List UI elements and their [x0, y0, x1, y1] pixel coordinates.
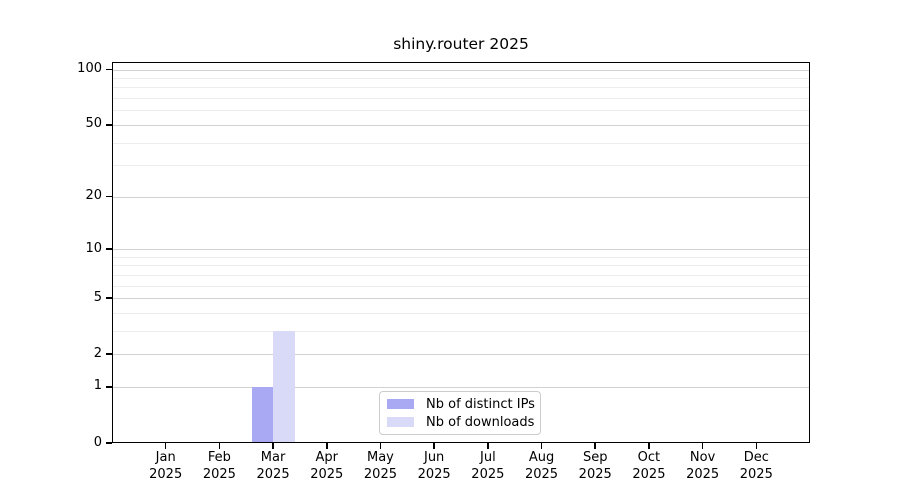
gridline-minor: [112, 110, 810, 112]
plot-area: [112, 62, 810, 443]
x-tick: [326, 443, 328, 449]
y-tick-label: 5: [93, 289, 102, 305]
gridline-major: [112, 354, 810, 356]
y-tick-label: 50: [85, 116, 102, 132]
y-tick: [106, 297, 112, 299]
x-tick-label: Dec 2025: [716, 449, 796, 483]
x-tick: [164, 443, 167, 449]
x-tick: [701, 443, 704, 449]
x-tick-label: Jul 2025: [448, 449, 528, 483]
x-tick-label-month: Feb: [207, 450, 231, 465]
x-tick-label-year: 2025: [417, 467, 451, 482]
y-tick-label: 0: [93, 434, 102, 450]
gridline-minor: [112, 87, 810, 89]
x-tick: [540, 443, 543, 449]
x-tick-label-year: 2025: [739, 467, 773, 482]
x-tick-label: Aug 2025: [502, 449, 582, 483]
x-tick-label-month: Nov: [689, 450, 716, 465]
x-tick-label: Jan 2025: [126, 449, 206, 483]
x-tick-label-year: 2025: [471, 467, 505, 482]
y-tick-label: 1: [93, 378, 102, 394]
x-tick: [594, 443, 596, 449]
gridline-minor: [112, 265, 810, 267]
gridline-minor: [112, 330, 810, 332]
x-tick: [648, 443, 650, 449]
x-tick: [379, 443, 382, 449]
x-tick-label-month: Aug: [528, 450, 555, 465]
legend-item-distinct-ips: Nb of distinct IPs: [387, 397, 540, 412]
x-tick-label-month: May: [367, 450, 394, 465]
x-tick-label-year: 2025: [363, 467, 397, 482]
gridline-major: [112, 69, 810, 71]
gridline-major: [112, 124, 810, 126]
x-tick-label-year: 2025: [632, 467, 666, 482]
x-tick-label-month: Jun: [423, 450, 445, 465]
gridline-major: [112, 249, 810, 250]
x-tick-label-year: 2025: [202, 467, 236, 482]
legend-label-downloads: Nb of downloads: [426, 414, 535, 430]
bar-distinct-ips: [251, 386, 274, 443]
x-tick-label-year: 2025: [256, 467, 290, 482]
x-tick-label: Apr 2025: [287, 449, 367, 483]
x-tick-label: May 2025: [340, 449, 420, 483]
gridline-minor: [112, 142, 810, 144]
y-tick: [106, 248, 112, 250]
x-tick-label-month: Oct: [637, 450, 661, 465]
gridline-minor: [112, 256, 810, 258]
chart-title: shiny.router 2025: [393, 35, 529, 53]
x-tick-label-month: Jan: [155, 450, 176, 465]
y-tick: [106, 353, 112, 355]
y-tick: [106, 68, 112, 71]
x-tick: [218, 443, 221, 449]
x-tick-label: Nov 2025: [663, 449, 743, 483]
y-tick: [106, 124, 112, 126]
gridline-major: [112, 386, 810, 388]
gridline-major: [112, 196, 810, 198]
x-tick-label-month: Sep: [582, 450, 608, 465]
gridline-minor: [112, 285, 810, 287]
x-tick-label-month: Apr: [315, 450, 339, 465]
x-tick-label: Oct 2025: [609, 449, 689, 483]
gridline-minor: [112, 312, 810, 314]
x-tick-label-year: 2025: [149, 467, 183, 482]
gridline-minor: [112, 78, 810, 80]
x-tick-label-year: 2025: [686, 467, 720, 482]
y-tick-label: 100: [77, 61, 102, 77]
gridline-minor: [112, 165, 810, 167]
x-tick-label-month: Dec: [743, 450, 769, 465]
bar-downloads: [273, 330, 295, 443]
legend: Nb of distinct IPs Nb of downloads: [379, 391, 541, 435]
x-tick-label-year: 2025: [310, 467, 344, 482]
x-tick-label-year: 2025: [578, 467, 612, 482]
y-tick: [106, 195, 112, 198]
legend-item-downloads: Nb of downloads: [387, 415, 540, 430]
legend-swatch-downloads: [387, 417, 414, 427]
x-tick: [433, 443, 435, 449]
gridline-minor: [112, 274, 810, 276]
x-tick-label-month: Jul: [480, 450, 496, 465]
x-tick: [755, 443, 758, 449]
y-tick-label: 2: [93, 345, 102, 361]
x-tick-label-month: Mar: [260, 450, 286, 465]
x-tick-label: Jun 2025: [394, 449, 474, 483]
x-tick: [272, 443, 274, 449]
x-tick: [487, 443, 489, 449]
gridline-major: [112, 298, 810, 300]
x-tick-label-year: 2025: [524, 467, 559, 482]
x-tick-label: Sep 2025: [555, 449, 635, 483]
y-tick-label: 10: [85, 240, 102, 256]
y-tick: [106, 442, 112, 444]
gridline-minor: [112, 98, 810, 100]
y-tick-label: 20: [85, 188, 102, 204]
y-tick: [106, 386, 112, 388]
x-tick-label: Feb 2025: [179, 449, 259, 483]
legend-label-distinct-ips: Nb of distinct IPs: [426, 396, 535, 412]
legend-swatch-distinct-ips: [387, 399, 414, 409]
x-tick-label: Mar 2025: [233, 449, 313, 483]
